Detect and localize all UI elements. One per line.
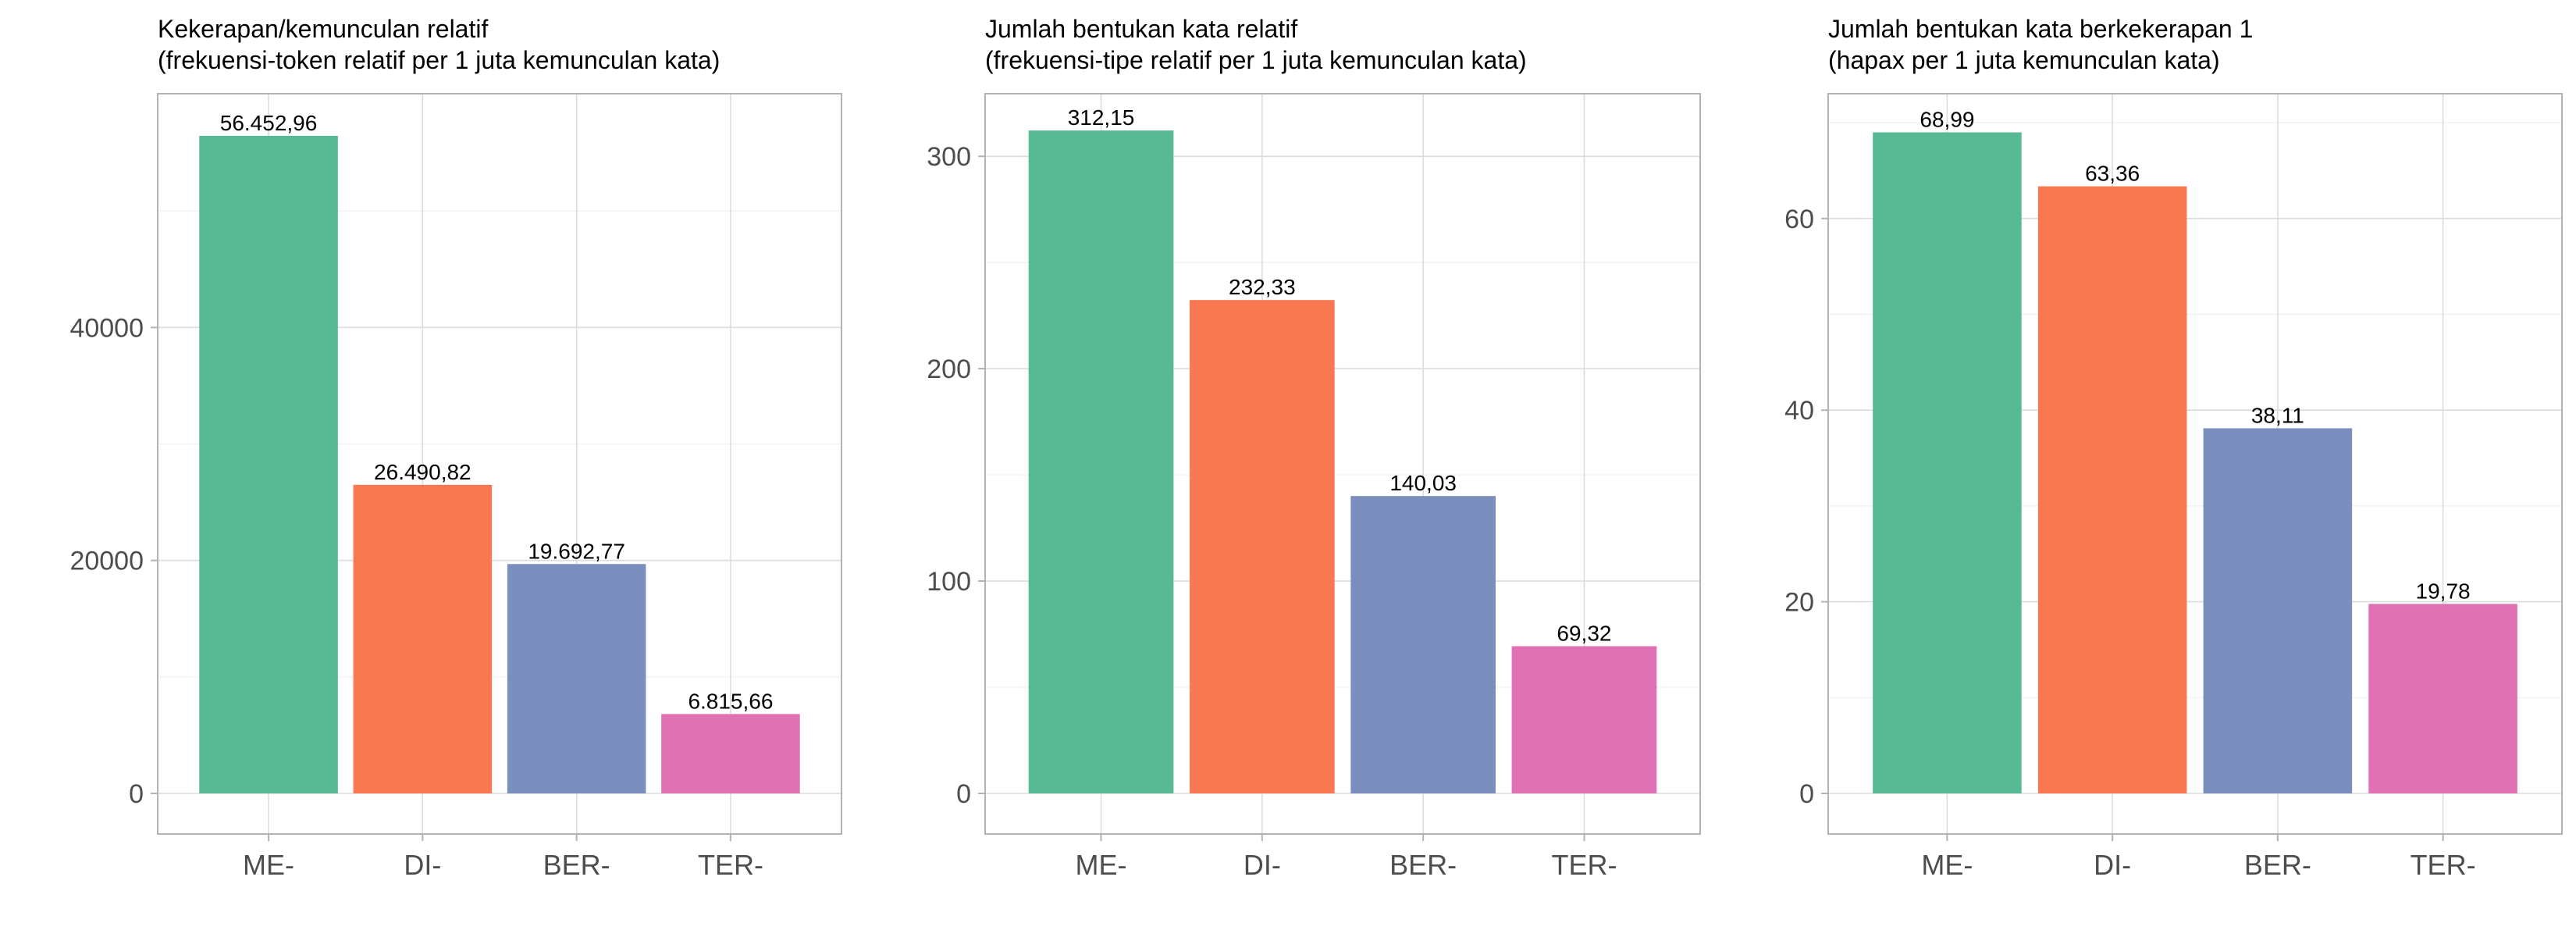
chart-subtitle: (hapax per 1 juta kemunculan kata) [1828,46,2220,74]
bar-value-label: 19,78 [2416,579,2471,603]
bar-value-label: 69,32 [1557,621,1611,645]
y-tick-label: 0 [129,779,144,809]
x-tick-label: DI- [2094,849,2131,881]
x-tick-label: ME- [1076,849,1127,881]
chart-subtitle: (frekuensi-tipe relatif per 1 juta kemun… [985,46,1527,74]
chart-panel-2: 0 100 200 300 312,15 232,33 140,03 69,32 ME- DI- B… [927,15,1701,881]
bar-me [1873,132,2022,794]
bar-ter [2368,604,2517,793]
panel-border [984,93,1701,835]
bar-ber [1350,496,1496,793]
chart-subtitle: (frekuensi-token relatif per 1 juta kemu… [158,46,720,74]
bar-value-label: 38,11 [2251,403,2304,427]
x-tick-label: ME- [1921,849,1973,881]
x-tick-label: DI- [404,849,441,881]
y-tick-label: 300 [927,142,971,172]
bar-ter [661,714,800,793]
x-tick-label: BER- [2244,849,2311,881]
bar-ber [2203,428,2353,793]
chart-title: Kekerapan/kemunculan relatif [158,15,488,43]
bar-value-label: 312,15 [1068,105,1135,130]
bar-value-label: 19.692,77 [528,539,625,563]
bar-ber [507,564,646,793]
x-tick-label: BER- [1389,849,1457,881]
bar-ter [1511,646,1657,793]
chart-title: Jumlah bentukan kata berkekerapan 1 [1828,15,2253,43]
y-tick-label: 0 [1799,779,1814,809]
y-tick-label: 20000 [69,547,144,576]
x-tick-label: DI- [1244,849,1281,881]
y-tick-label: 100 [927,567,971,597]
chart-title: Jumlah bentukan kata relatif [985,15,1297,43]
bar-me [199,135,338,793]
bar-di [2037,186,2187,793]
x-tick-label: TER- [2411,849,2476,881]
panel-border [157,93,842,835]
bar-value-label: 6.815,66 [688,689,773,713]
bar-di [353,484,493,793]
y-tick-label: 20 [1784,588,1814,618]
bar-value-label: 63,36 [2085,162,2140,186]
y-tick-label: 40 [1784,396,1814,426]
bar-value-label: 68,99 [1920,108,1974,132]
chart-panel-1: 0 20000 40000 56.452,96 26.490,82 19.692,77 6.… [69,15,842,881]
panel-border [1827,93,2563,835]
y-tick-label: 60 [1784,205,1814,234]
bar-me [1028,130,1174,794]
y-tick-label: 40000 [69,313,144,343]
chart-panel-3: 0 20 40 60 68,99 63,36 38,11 19,78 ME- DI- BER- TER… [1784,15,2563,881]
bar-value-label: 232,33 [1229,275,1296,299]
x-tick-label: TER- [1551,849,1617,881]
x-tick-label: BER- [543,849,610,881]
x-tick-label: ME- [243,849,294,881]
bar-value-label: 26.490,82 [374,460,471,484]
bar-value-label: 56.452,96 [220,111,318,135]
x-tick-label: TER- [698,849,763,881]
y-tick-label: 0 [956,779,971,809]
y-tick-label: 200 [927,355,971,384]
bar-value-label: 140,03 [1389,471,1457,495]
bar-di [1190,300,1335,793]
